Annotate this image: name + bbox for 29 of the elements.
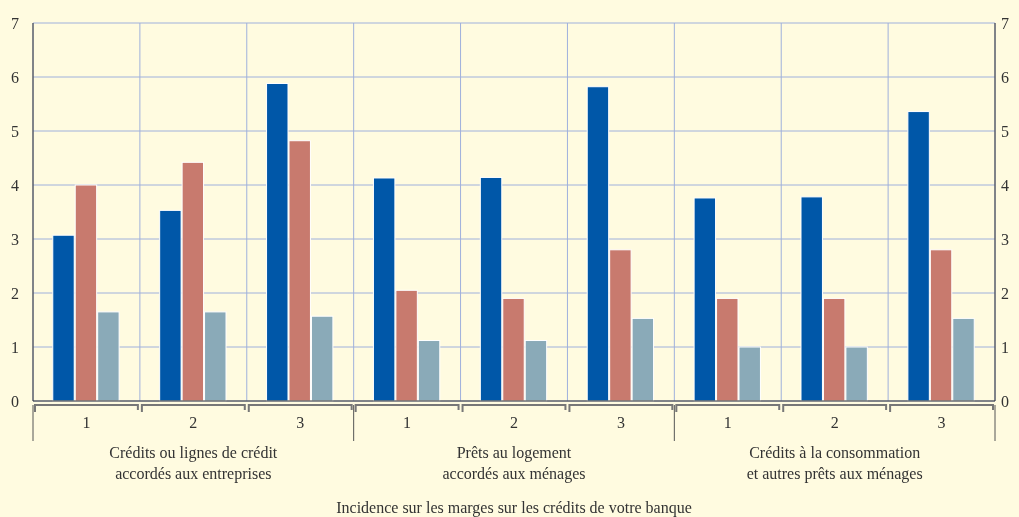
y-tick-label: 0 (11, 392, 19, 410)
y2-tick-label: 6 (1001, 68, 1009, 86)
y-tick-label: 1 (11, 338, 19, 356)
y-tick-label: 7 (11, 14, 19, 32)
x-tick-label: 3 (937, 414, 946, 431)
y-tick-label: 5 (11, 122, 19, 140)
x-tick-label: 1 (723, 414, 732, 431)
y2-tick-label: 0 (1001, 392, 1009, 410)
y2-tick-label: 1 (1001, 338, 1009, 356)
text: Crédits ou lignes de crédit accordés aux entreprises (109, 444, 278, 483)
x-tick-label: 2 (189, 414, 198, 431)
y2-tick-label: 7 (1001, 14, 1009, 32)
y2-tick-label: 2 (1001, 284, 1009, 302)
y2-tick-label: 5 (1001, 122, 1009, 140)
x-tick-label: 1 (82, 414, 91, 431)
y-tick-label: 3 (11, 230, 19, 248)
x-tick-label: 1 (403, 414, 412, 431)
y-tick-label: 4 (11, 176, 19, 194)
y2-tick-label: 3 (1001, 230, 1009, 248)
x-axis-title: Incidence sur les marges sur les crédits de votre banque (336, 499, 692, 517)
x-tick-label: 2 (510, 414, 518, 431)
y-tick-label: 6 (11, 68, 19, 86)
x-tick-label: 2 (830, 414, 839, 431)
x-tick-label: 3 (616, 414, 625, 431)
text: Crédits à la consommation et autres prêts aux ménages (746, 444, 923, 483)
x-tick-label: 3 (296, 414, 305, 431)
text: Prêts au logement accordés aux ménages (442, 444, 586, 483)
y2-tick-label: 4 (1001, 176, 1009, 194)
y-tick-label: 2 (11, 284, 19, 302)
